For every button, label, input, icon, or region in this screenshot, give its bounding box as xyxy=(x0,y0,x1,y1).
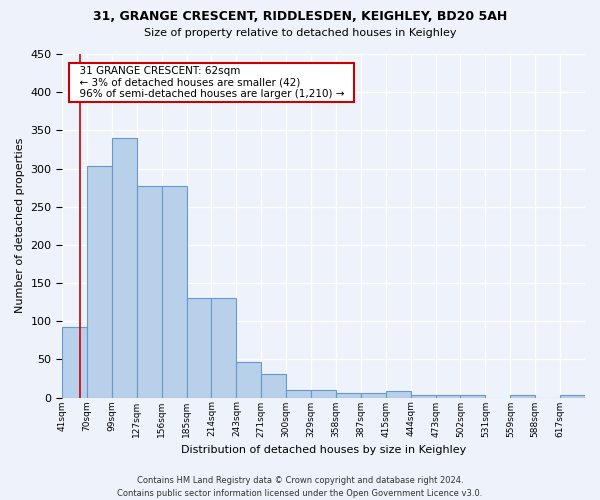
Bar xyxy=(560,395,585,398)
Bar xyxy=(361,393,386,398)
Bar xyxy=(436,395,460,398)
Text: Contains HM Land Registry data © Crown copyright and database right 2024.
Contai: Contains HM Land Registry data © Crown c… xyxy=(118,476,482,498)
Bar xyxy=(460,395,485,398)
Y-axis label: Number of detached properties: Number of detached properties xyxy=(15,138,25,314)
Bar xyxy=(211,298,236,398)
Bar xyxy=(386,392,410,398)
Bar xyxy=(410,395,436,398)
Bar xyxy=(510,395,535,398)
Bar xyxy=(187,298,211,398)
Bar xyxy=(336,393,361,398)
Bar xyxy=(87,166,112,398)
Bar xyxy=(236,362,261,398)
Text: 31, GRANGE CRESCENT, RIDDLESDEN, KEIGHLEY, BD20 5AH: 31, GRANGE CRESCENT, RIDDLESDEN, KEIGHLE… xyxy=(93,10,507,23)
Bar xyxy=(62,328,87,398)
Bar xyxy=(311,390,336,398)
Bar xyxy=(137,186,161,398)
X-axis label: Distribution of detached houses by size in Keighley: Distribution of detached houses by size … xyxy=(181,445,466,455)
Bar xyxy=(112,138,137,398)
Text: Size of property relative to detached houses in Keighley: Size of property relative to detached ho… xyxy=(144,28,456,38)
Bar xyxy=(261,374,286,398)
Bar xyxy=(286,390,311,398)
Bar xyxy=(161,186,187,398)
Text: 31 GRANGE CRESCENT: 62sqm  
  ← 3% of detached houses are smaller (42)  
  96% o: 31 GRANGE CRESCENT: 62sqm ← 3% of detach… xyxy=(73,66,350,99)
